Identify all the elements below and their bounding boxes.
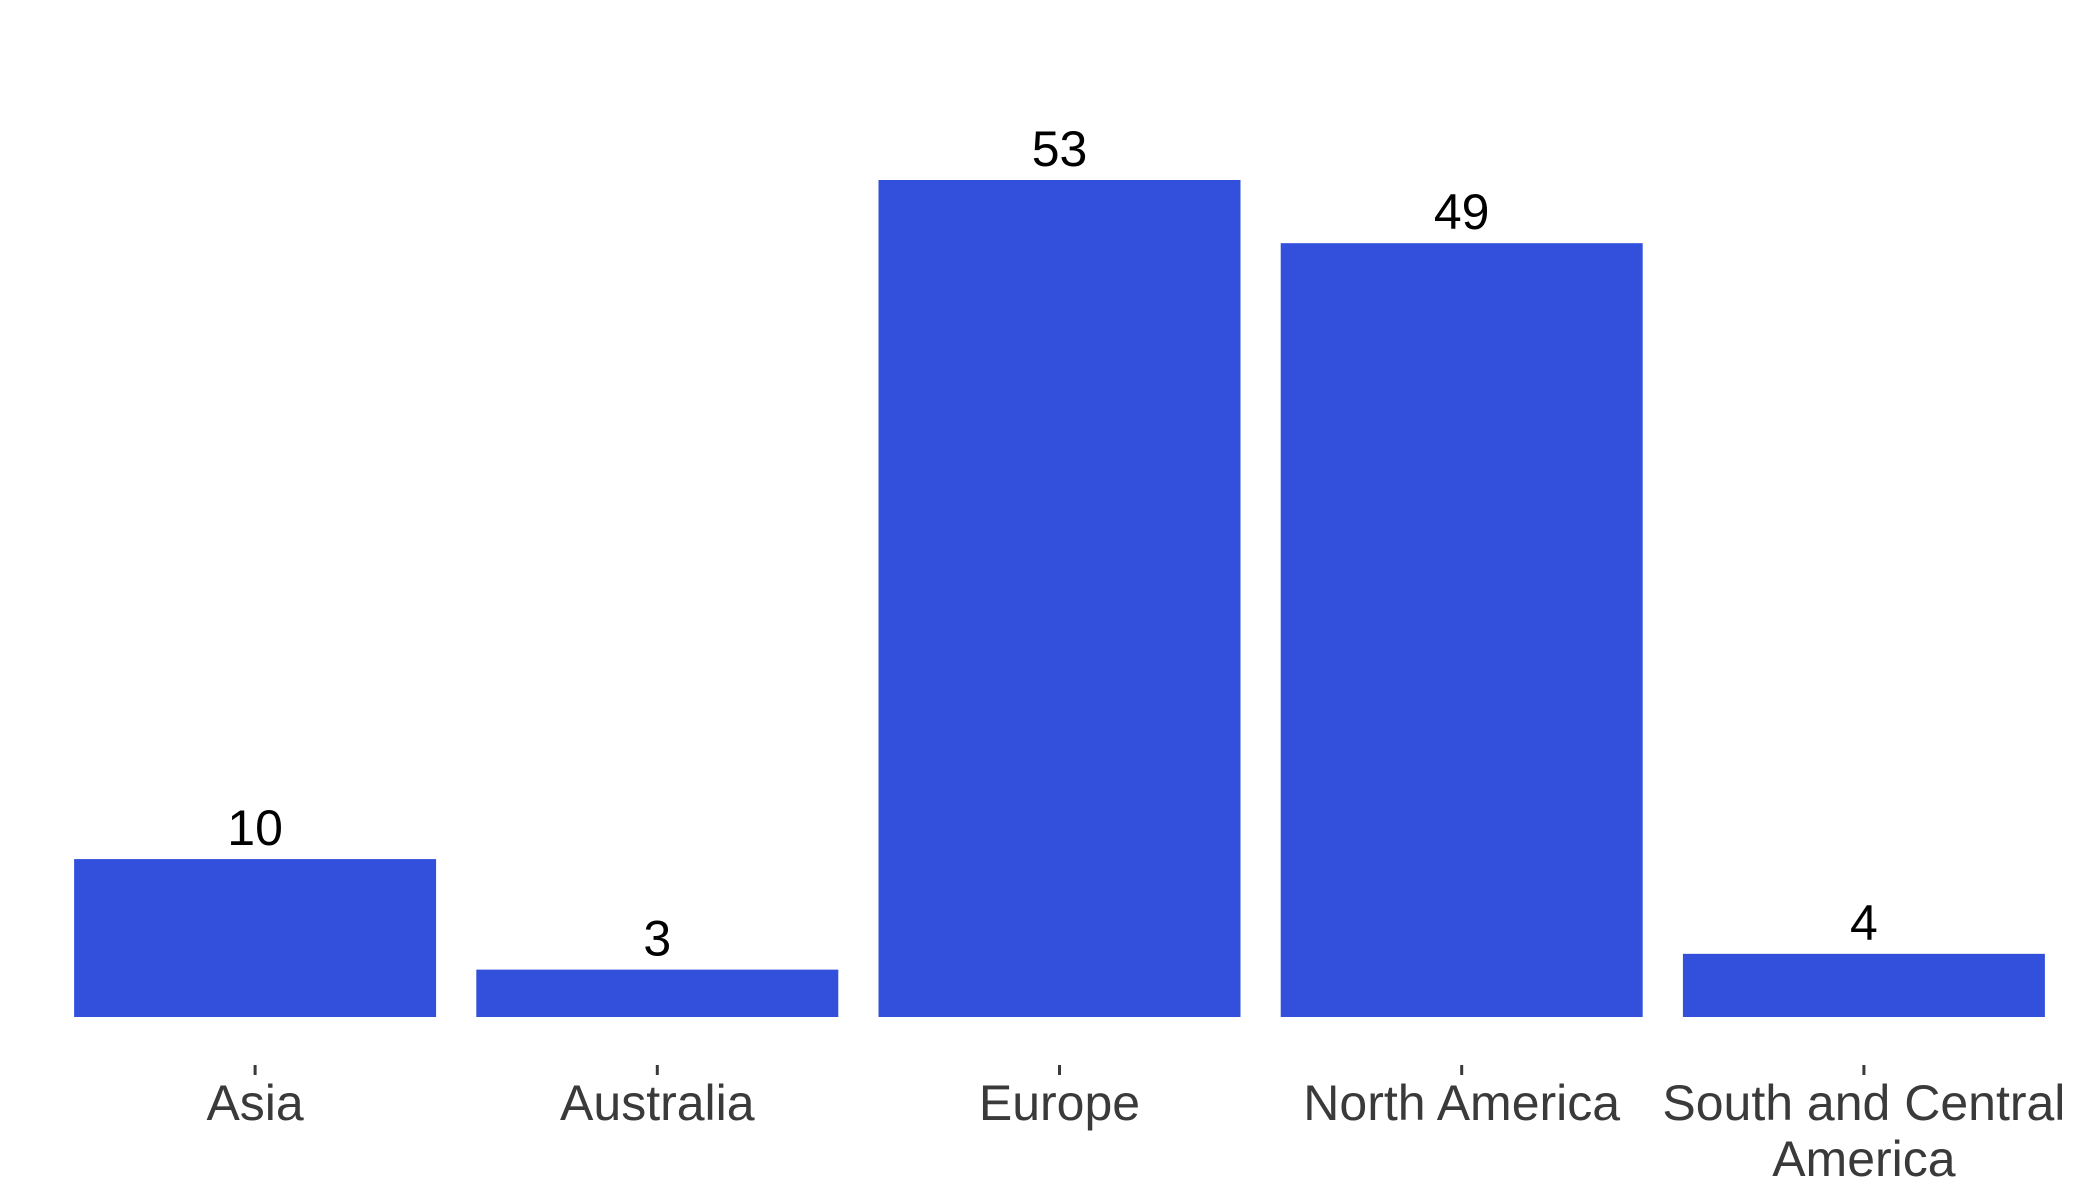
- data-label-europe: 53: [1032, 121, 1088, 177]
- bar-australia: [476, 969, 839, 1017]
- x-tick-label-line: America: [1772, 1131, 1956, 1187]
- x-tick-label-south-and-central-america: South and Central America: [1662, 1075, 2065, 1187]
- bar-south-and-central-america: [1682, 953, 2045, 1017]
- bars-group: [74, 180, 2045, 1018]
- bar-europe: [878, 180, 1241, 1017]
- x-tick-label-north-america: North America: [1303, 1075, 1620, 1131]
- value-labels-group: 10 3 53 49 4: [227, 121, 1878, 967]
- data-label-south-and-central-america: 4: [1850, 895, 1878, 951]
- data-label-asia: 10: [227, 800, 283, 856]
- data-label-north-america: 49: [1434, 184, 1490, 240]
- x-tick-label-line: Asia: [206, 1075, 303, 1131]
- bar-north-america: [1280, 243, 1643, 1018]
- bar-asia: [74, 859, 437, 1017]
- x-axis: Asia Australia Europe North America South an…: [206, 1065, 2065, 1187]
- data-label-australia: 3: [643, 911, 671, 967]
- x-tick-label-asia: Asia: [206, 1075, 303, 1131]
- x-tick-label-line: North America: [1303, 1075, 1620, 1131]
- x-tick-label-line: Australia: [560, 1075, 755, 1131]
- x-tick-label-europe: Europe: [979, 1075, 1140, 1131]
- x-tick-label-line: Europe: [979, 1075, 1140, 1131]
- x-tick-label-australia: Australia: [560, 1075, 755, 1131]
- x-tick-label-line: South and Central: [1662, 1075, 2065, 1131]
